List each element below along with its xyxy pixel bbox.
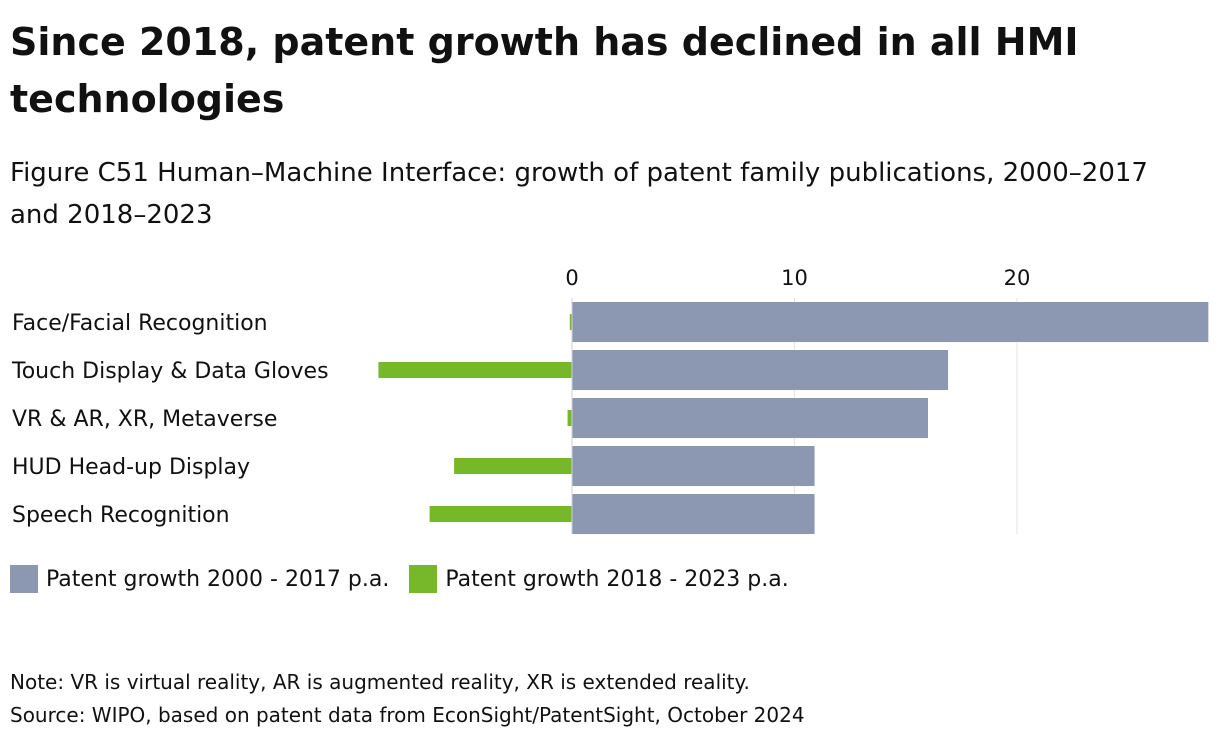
source-text: Source: WIPO, based on patent data from … xyxy=(10,703,805,727)
x-tick-label: 10 xyxy=(781,266,808,290)
bar-2018-2023 xyxy=(567,410,572,426)
note-text: Note: VR is virtual reality, AR is augme… xyxy=(10,670,750,694)
legend: Patent growth 2000 - 2017 p.a. Patent gr… xyxy=(10,565,809,593)
legend-swatch xyxy=(409,565,438,593)
bar-2018-2023 xyxy=(569,314,572,330)
legend-label: Patent growth 2018 - 2023 p.a. xyxy=(445,566,789,592)
chart-title: Since 2018, patent growth has declined i… xyxy=(10,20,1079,121)
category-label: Touch Display & Data Gloves xyxy=(11,359,329,384)
footnote: Note: VR is virtual reality, AR is augme… xyxy=(10,666,805,732)
category-label: Face/Facial Recognition xyxy=(12,311,268,336)
bar-2000-2017 xyxy=(572,302,1209,342)
bar-2000-2017 xyxy=(572,494,815,534)
x-tick-label: 0 xyxy=(565,266,578,290)
bar-2000-2017 xyxy=(572,446,815,486)
bar-2018-2023 xyxy=(378,362,572,378)
x-tick-label: 20 xyxy=(1004,266,1031,290)
legend-label: Patent growth 2000 - 2017 p.a. xyxy=(46,566,390,592)
category-label: HUD Head-up Display xyxy=(12,455,250,480)
category-label: Speech Recognition xyxy=(12,503,230,528)
bar-2000-2017 xyxy=(572,350,949,390)
bar-2018-2023 xyxy=(429,506,572,522)
chart-subtitle: Figure C51 Human–Machine Interface: grow… xyxy=(10,158,1148,230)
legend-item-2018-2023: Patent growth 2018 - 2023 p.a. xyxy=(409,565,789,593)
legend-item-2000-2017: Patent growth 2000 - 2017 p.a. xyxy=(10,565,389,593)
bar-chart: 0 10 20 Face/Facial Recognition Touch Displa… xyxy=(11,266,1209,534)
category-label: VR & AR, XR, Metaverse xyxy=(12,407,277,432)
legend-swatch xyxy=(10,565,38,593)
bar-2000-2017 xyxy=(572,398,928,438)
bar-2018-2023 xyxy=(454,458,572,474)
